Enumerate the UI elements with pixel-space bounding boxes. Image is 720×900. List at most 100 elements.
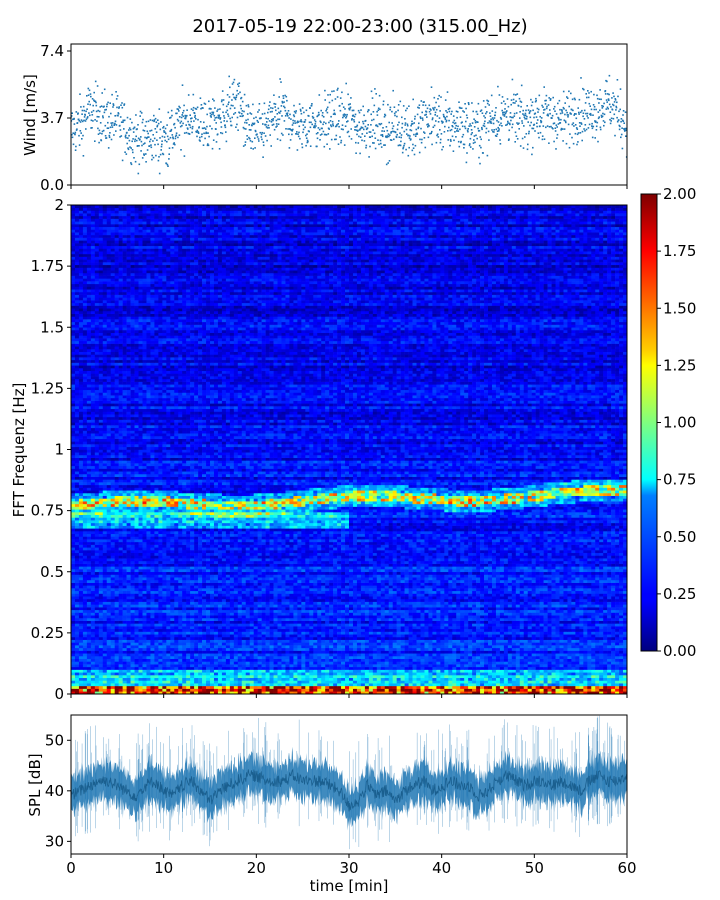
wind-point (314, 125, 316, 127)
wind-point (449, 111, 451, 113)
wind-point (167, 136, 169, 138)
wind-point (189, 114, 191, 116)
wind-point (91, 120, 93, 122)
wind-point (403, 147, 405, 149)
wind-point (208, 145, 210, 147)
wind-point (189, 133, 191, 135)
wind-point (305, 119, 307, 121)
wind-point (337, 96, 339, 98)
wind-point (194, 115, 196, 117)
wind-point (391, 131, 393, 133)
wind-point (358, 136, 360, 138)
wind-point (74, 134, 76, 136)
wind-point (77, 112, 79, 114)
wind-point (162, 136, 164, 138)
wind-point (82, 135, 84, 137)
wind-point (237, 129, 239, 131)
wind-point (385, 115, 387, 117)
wind-point (232, 105, 234, 107)
wind-point (152, 120, 154, 122)
wind-point (431, 86, 433, 88)
wind-point (405, 122, 407, 124)
wind-point (274, 116, 276, 118)
wind-point (178, 120, 180, 122)
wind-point (400, 145, 402, 147)
wind-point (147, 133, 149, 135)
wind-point (80, 106, 82, 108)
wind-point (279, 112, 281, 114)
wind-point (414, 116, 416, 118)
wind-point (358, 122, 360, 124)
wind-point (160, 154, 162, 156)
wind-point (196, 108, 198, 110)
wind-point (180, 122, 182, 124)
wind-point (279, 78, 281, 80)
wind-point (440, 96, 442, 98)
wind-point (350, 97, 352, 99)
wind-point (149, 145, 151, 147)
wind-point (319, 94, 321, 96)
wind-point (274, 106, 276, 108)
wind-point (397, 129, 399, 131)
wind-point (396, 116, 398, 118)
wind-point (315, 125, 317, 127)
wind-point (380, 140, 382, 142)
wind-point (342, 124, 344, 126)
wind-point (404, 124, 406, 126)
wind-point (101, 92, 103, 94)
wind-point (175, 138, 177, 140)
wind-point (157, 144, 159, 146)
wind-point (159, 173, 161, 175)
wind-point (277, 138, 279, 140)
wind-point (319, 129, 321, 131)
wind-point (98, 133, 100, 135)
wind-point (265, 118, 267, 120)
wind-point (327, 112, 329, 114)
wind-point (267, 118, 269, 120)
wind-point (267, 112, 269, 114)
wind-point (439, 110, 441, 112)
wind-point (82, 110, 84, 112)
wind-point (459, 107, 461, 109)
wind-point (248, 106, 250, 108)
wind-point (192, 110, 194, 112)
wind-point (424, 137, 426, 139)
wind-point (75, 149, 77, 151)
wind-point (194, 116, 196, 118)
wind-point (455, 127, 457, 129)
wind-point (174, 127, 176, 129)
wind-point (246, 135, 248, 137)
wind-point (367, 111, 369, 113)
wind-point (270, 145, 272, 147)
wind-point (325, 110, 327, 112)
wind-point (222, 90, 224, 92)
wind-point (105, 135, 107, 137)
wind-point (74, 123, 76, 125)
wind-point (322, 124, 324, 126)
wind-point (202, 107, 204, 109)
wind-point (154, 138, 156, 140)
wind-point (216, 141, 218, 143)
wind-point (141, 141, 143, 143)
wind-point (80, 130, 82, 132)
wind-point (434, 97, 436, 99)
wind-point (398, 104, 400, 106)
wind-point (419, 139, 421, 141)
wind-point (214, 119, 216, 121)
wind-point (115, 130, 117, 132)
wind-point (402, 123, 404, 125)
wind-point (439, 129, 441, 131)
wind-point (268, 109, 270, 111)
wind-point (277, 119, 279, 121)
wind-point (438, 106, 440, 108)
wind-point (308, 115, 310, 117)
wind-point (361, 140, 363, 142)
wind-point (92, 120, 94, 122)
wind-point (248, 104, 250, 106)
wind-point (302, 147, 304, 149)
wind-point (250, 129, 252, 131)
wind-point (231, 125, 233, 127)
wind-point (459, 146, 461, 148)
wind-point (90, 93, 92, 95)
wind-point (119, 125, 121, 127)
